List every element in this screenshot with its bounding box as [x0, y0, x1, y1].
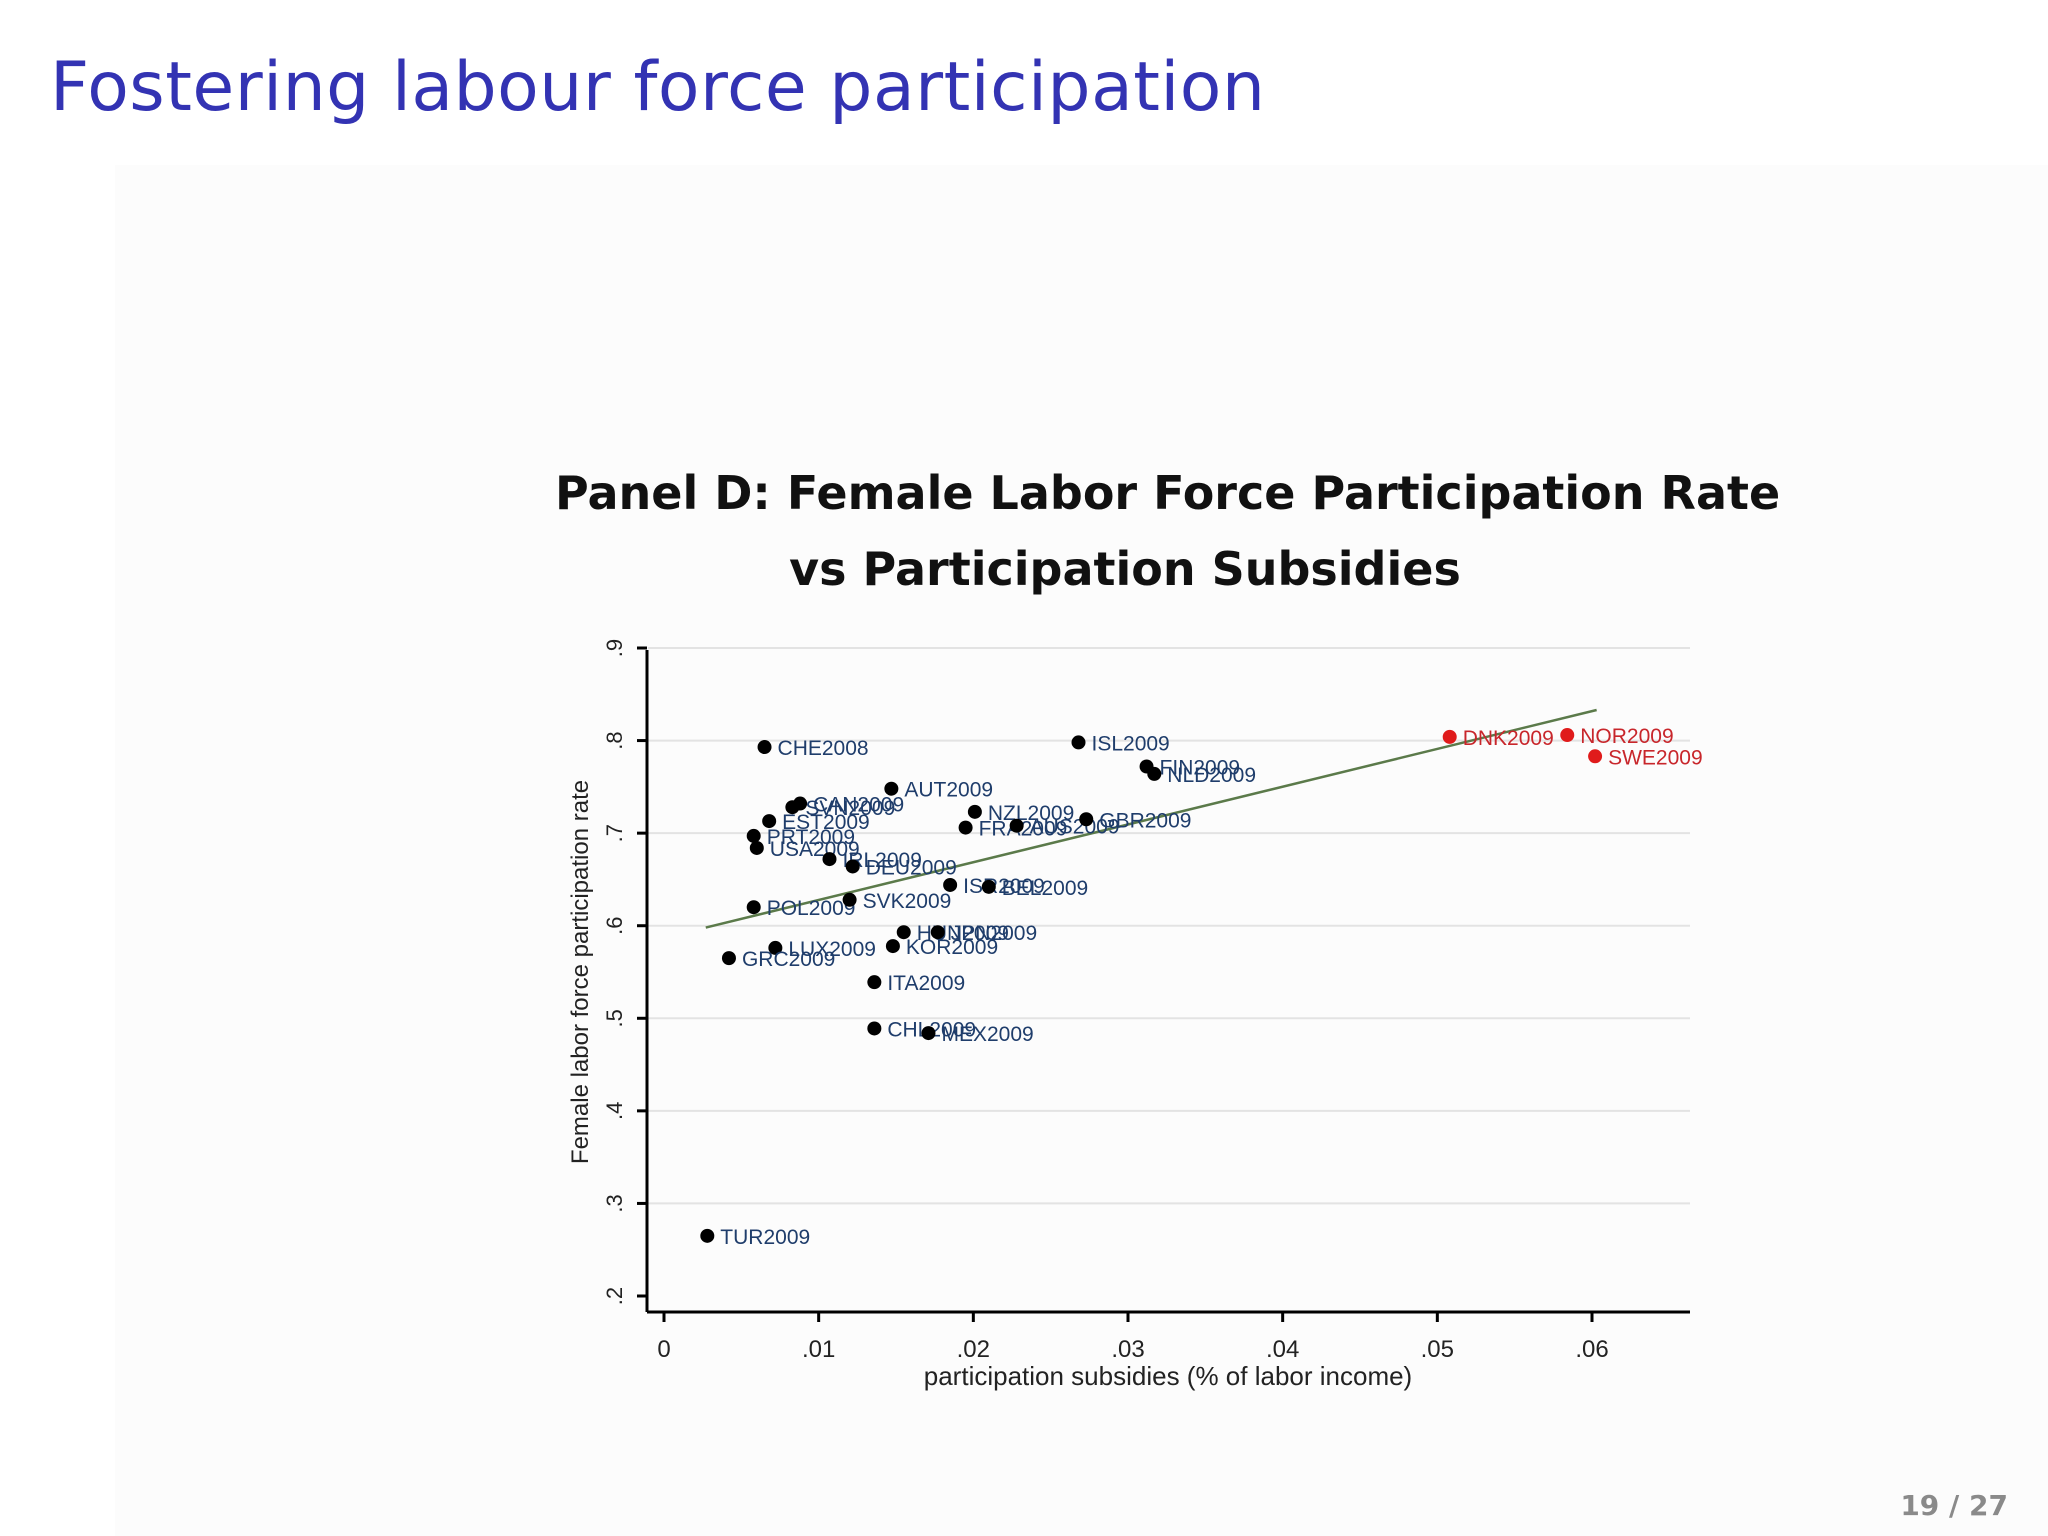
data-point-label: JPN2009 [951, 922, 1037, 945]
data-point-label: GBR2009 [1099, 809, 1191, 832]
data-point [749, 840, 764, 855]
data-point-label: DNK2009 [1463, 727, 1554, 750]
data-point-label: NOR2009 [1580, 725, 1673, 748]
data-point-label: NZL2009 [988, 802, 1074, 825]
x-tick-label: .03 [1111, 1336, 1144, 1363]
data-point [793, 796, 808, 811]
data-point-label: USA2009 [770, 838, 860, 861]
data-point-label: ISR2009 [963, 875, 1045, 898]
page-current: 19 [1900, 1489, 1940, 1522]
data-point [1009, 818, 1024, 833]
data-point [921, 1026, 936, 1041]
data-point [930, 925, 945, 940]
data-point [958, 820, 973, 835]
chart-title: Panel D: Female Labor Force Participatio… [555, 455, 1781, 607]
data-point-label: CAN2009 [813, 794, 904, 817]
x-tick-label: .05 [1421, 1336, 1454, 1363]
y-tick-label: .6 [602, 917, 627, 935]
y-tick-label: .5 [602, 1009, 627, 1027]
data-point [746, 900, 761, 915]
data-point [746, 828, 761, 843]
data-point-label: GRC2009 [742, 948, 835, 971]
data-point [981, 879, 996, 894]
x-tick-label: 0 [657, 1336, 670, 1363]
data-point [867, 975, 882, 990]
x-tick-label: .04 [1266, 1336, 1299, 1363]
data-point-label: ISL2009 [1092, 732, 1170, 755]
data-point-label: DEU2009 [866, 856, 957, 879]
data-point [721, 951, 736, 966]
data-point-label: ITA2009 [887, 972, 965, 995]
data-point-label: SVN2009 [805, 797, 895, 820]
x-tick-label: .01 [802, 1336, 835, 1363]
data-point [700, 1228, 715, 1243]
data-point-label: LUX2009 [788, 938, 876, 961]
fit-line [705, 708, 1597, 929]
data-point [1442, 729, 1457, 744]
y-tick-label: .7 [602, 824, 627, 842]
data-point-label: BEL2009 [1002, 877, 1088, 900]
data-point [896, 925, 911, 940]
data-point [845, 859, 860, 874]
data-point [1588, 749, 1603, 764]
slide-title: Fostering labour force participation [50, 48, 1266, 127]
data-point [967, 804, 982, 819]
data-point-label: POL2009 [767, 897, 856, 920]
data-point-label: AUS2009 [1030, 816, 1120, 839]
data-point-label: KOR2009 [906, 936, 998, 959]
data-point-label: EST2009 [782, 811, 870, 834]
data-point [943, 877, 958, 892]
data-point-label: PRT2009 [767, 826, 855, 849]
y-tick-label: .9 [602, 639, 627, 657]
page-number: 19 / 27 [1900, 1489, 2008, 1522]
data-point [1079, 812, 1094, 827]
figure-background [115, 165, 2048, 1536]
data-point [768, 940, 783, 955]
data-point [757, 740, 772, 755]
data-point [762, 814, 777, 829]
x-axis-title: participation subsidies (% of labor inco… [924, 1361, 1412, 1391]
data-point-label: SVK2009 [863, 890, 952, 913]
data-point [1560, 728, 1575, 743]
data-point-label: SWE2009 [1608, 746, 1703, 769]
data-point [885, 939, 900, 954]
y-axis-title: Female labor force participation rate [567, 780, 594, 1164]
data-point [867, 1021, 882, 1036]
y-tick-label: .8 [602, 731, 627, 749]
data-point [822, 852, 837, 867]
data-point-label: IRL2009 [842, 849, 921, 872]
data-point-label: FIN2009 [1160, 756, 1241, 779]
data-point-label: NLD2009 [1167, 764, 1256, 787]
y-tick-label: .4 [602, 1102, 627, 1120]
y-tick-label: .2 [602, 1287, 627, 1305]
chart-title-line-2: vs Participation Subsidies [789, 542, 1461, 596]
data-point [884, 781, 899, 796]
page-separator: / [1939, 1489, 1970, 1522]
data-point-label: AUT2009 [904, 779, 993, 802]
y-tick-label: .3 [602, 1194, 627, 1212]
x-tick-label: .06 [1575, 1336, 1608, 1363]
data-point-label: TUR2009 [720, 1226, 810, 1249]
data-point [1147, 766, 1162, 781]
data-point [842, 892, 857, 907]
data-point-label: MEX2009 [941, 1023, 1033, 1046]
data-point [1071, 735, 1086, 750]
x-tick-label: .02 [957, 1336, 990, 1363]
chart-title-line-1: Panel D: Female Labor Force Participatio… [555, 466, 1781, 520]
data-point-label: FRA2009 [979, 818, 1068, 841]
data-point-label: CHE2008 [778, 737, 869, 760]
page-total: 27 [1969, 1489, 2008, 1522]
